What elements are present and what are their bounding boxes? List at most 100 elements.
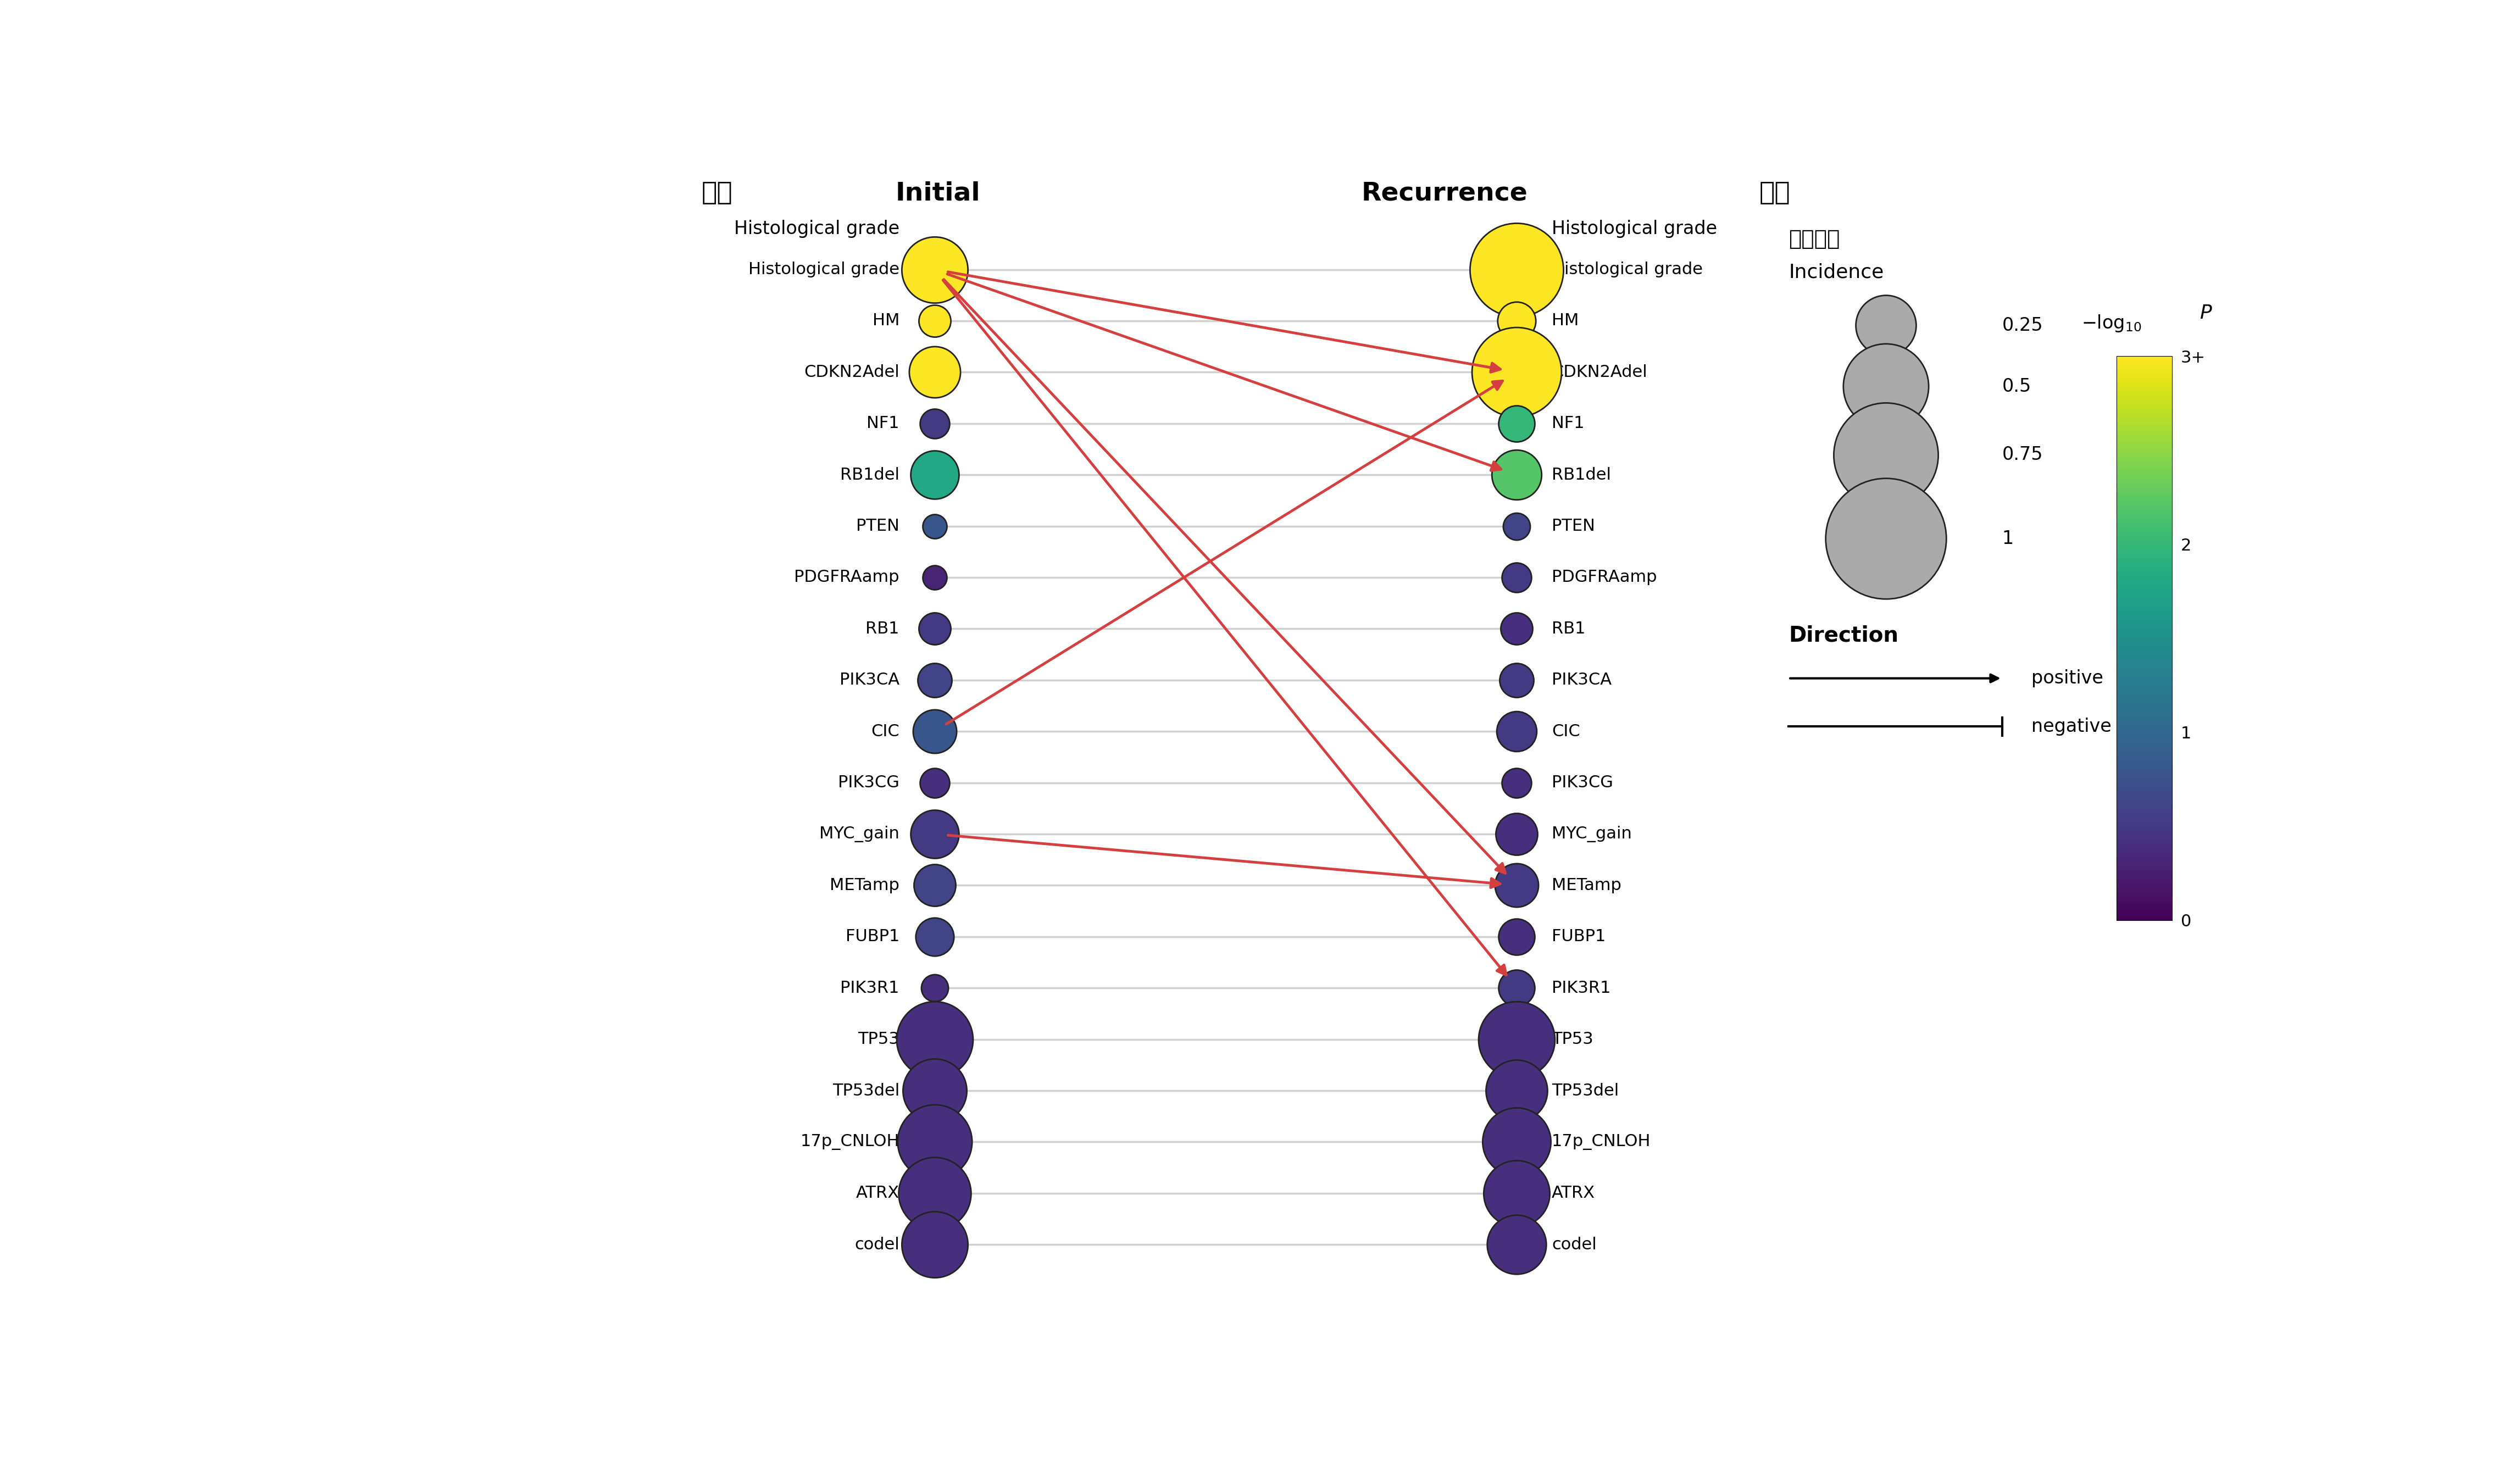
Text: PIK3CA: PIK3CA [839, 672, 899, 689]
Text: MYC_gain: MYC_gain [819, 825, 899, 843]
Point [1866, 444, 1906, 467]
Text: PIK3CG: PIK3CG [1551, 775, 1613, 791]
Text: positive: positive [2032, 669, 2104, 687]
Text: TP53: TP53 [1551, 1031, 1593, 1048]
Text: FUBP1: FUBP1 [844, 929, 899, 945]
Point [914, 925, 954, 948]
Point [1498, 1131, 1538, 1155]
Point [914, 1079, 954, 1103]
Text: codel: codel [1551, 1236, 1596, 1252]
Text: CDKN2Adel: CDKN2Adel [804, 364, 899, 380]
Point [1498, 874, 1538, 898]
Point [1498, 565, 1538, 589]
Point [1498, 258, 1538, 282]
Text: CIC: CIC [872, 723, 899, 739]
Point [914, 668, 954, 692]
Text: NF1: NF1 [867, 416, 899, 432]
Point [914, 309, 954, 332]
Text: FUBP1: FUBP1 [1551, 929, 1606, 945]
Text: 初發: 初發 [701, 181, 731, 206]
Text: ATRX: ATRX [1551, 1186, 1596, 1201]
Text: Incidence: Incidence [1789, 263, 1884, 282]
Point [914, 770, 954, 794]
Text: 0.75: 0.75 [2001, 445, 2044, 464]
Text: PDGFRAamp: PDGFRAamp [794, 570, 899, 585]
Text: Histological grade: Histological grade [1551, 261, 1703, 278]
Text: $-\mathrm{log}_{10}$: $-\mathrm{log}_{10}$ [2082, 313, 2142, 334]
Text: RB1: RB1 [1551, 620, 1586, 637]
Point [1866, 374, 1906, 398]
Point [914, 361, 954, 384]
Point [1498, 463, 1538, 487]
Point [914, 258, 954, 282]
Point [1498, 822, 1538, 846]
Text: PTEN: PTEN [1551, 518, 1596, 534]
Point [1498, 617, 1538, 641]
Text: Direction: Direction [1789, 625, 1899, 646]
Text: RB1del: RB1del [1551, 467, 1611, 482]
Text: $P$: $P$ [2199, 304, 2212, 322]
Text: CIC: CIC [1551, 723, 1581, 739]
Point [1498, 1233, 1538, 1257]
Text: CDKN2Adel: CDKN2Adel [1551, 364, 1648, 380]
Point [1498, 1027, 1538, 1051]
Text: RB1: RB1 [867, 620, 899, 637]
Text: TP53: TP53 [857, 1031, 899, 1048]
Text: MYC_gain: MYC_gain [1551, 825, 1631, 843]
Point [1498, 720, 1538, 743]
Point [914, 565, 954, 589]
Point [914, 720, 954, 743]
Text: METamp: METamp [829, 877, 899, 893]
Text: 17p_CNLOH: 17p_CNLOH [799, 1134, 899, 1150]
Point [1498, 411, 1538, 435]
Text: RB1del: RB1del [839, 467, 899, 482]
Text: Histological grade: Histological grade [734, 220, 899, 237]
Text: TP53del: TP53del [1551, 1083, 1618, 1098]
Point [1498, 668, 1538, 692]
Point [914, 822, 954, 846]
Text: 17p_CNLOH: 17p_CNLOH [1551, 1134, 1651, 1150]
Point [1866, 527, 1906, 551]
Point [1498, 976, 1538, 1000]
Text: negative: negative [2032, 717, 2112, 736]
Text: ATRX: ATRX [857, 1186, 899, 1201]
Point [1498, 515, 1538, 539]
Point [914, 1027, 954, 1051]
Point [914, 411, 954, 435]
Point [1498, 361, 1538, 384]
Text: 復發: 復發 [1759, 181, 1791, 206]
Text: 出現頻率: 出現頻率 [1789, 229, 1841, 249]
Text: PIK3R1: PIK3R1 [839, 979, 899, 996]
Point [914, 463, 954, 487]
Text: PDGFRAamp: PDGFRAamp [1551, 570, 1656, 585]
Text: PIK3CA: PIK3CA [1551, 672, 1611, 689]
Text: 0.25: 0.25 [2001, 316, 2044, 334]
Text: PTEN: PTEN [857, 518, 899, 534]
Point [1498, 770, 1538, 794]
Text: METamp: METamp [1551, 877, 1621, 893]
Point [914, 617, 954, 641]
Point [914, 874, 954, 898]
Point [914, 1131, 954, 1155]
Text: 0.5: 0.5 [2001, 377, 2032, 395]
Point [1498, 309, 1538, 332]
Point [914, 1181, 954, 1205]
Point [1498, 1181, 1538, 1205]
Point [1866, 313, 1906, 337]
Point [1498, 925, 1538, 948]
Text: Initial: Initial [897, 181, 979, 206]
Text: TP53del: TP53del [832, 1083, 899, 1098]
Text: HM: HM [872, 313, 899, 329]
Text: HM: HM [1551, 313, 1578, 329]
Text: Recurrence: Recurrence [1363, 181, 1528, 206]
Text: PIK3CG: PIK3CG [839, 775, 899, 791]
Text: Histological grade: Histological grade [1551, 220, 1718, 237]
Point [914, 1233, 954, 1257]
Text: NF1: NF1 [1551, 416, 1586, 432]
Point [1498, 1079, 1538, 1103]
Text: 1: 1 [2001, 530, 2014, 548]
Text: PIK3R1: PIK3R1 [1551, 979, 1611, 996]
Text: Histological grade: Histological grade [749, 261, 899, 278]
Text: codel: codel [854, 1236, 899, 1252]
Point [914, 976, 954, 1000]
